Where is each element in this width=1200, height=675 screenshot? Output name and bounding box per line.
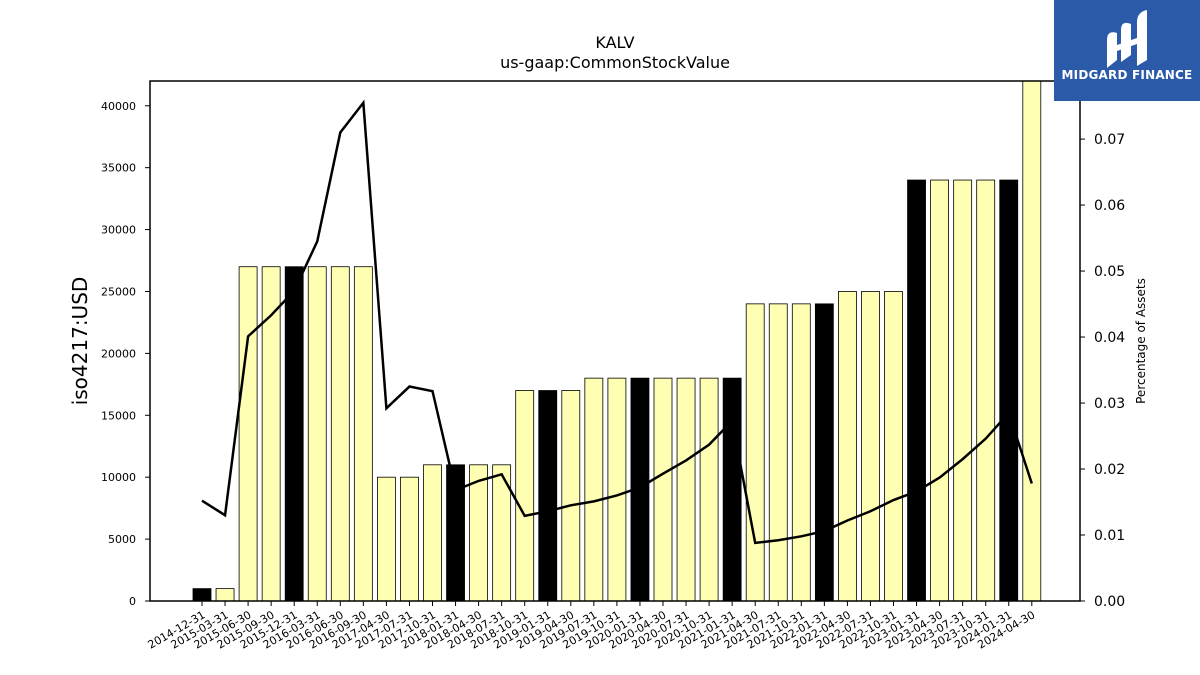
bar-2019-10-31 (607, 377, 627, 602)
midgard-logo-icon (1107, 10, 1147, 68)
left-tick-label: 40000 (101, 100, 136, 113)
left-tick-label: 35000 (101, 162, 136, 175)
right-axis-ticks: 0.00 0.01 0.02 0.03 0.04 0.05 0.06 0.07 (1080, 132, 1125, 610)
right-tick-label: 0.06 (1094, 198, 1125, 214)
right-tick-label: 0.01 (1094, 528, 1125, 544)
bar-2016-06-30 (330, 266, 350, 602)
left-tick-label: 5000 (108, 533, 136, 546)
bar-2017-04-30 (376, 476, 396, 602)
right-tick-label: 0.02 (1094, 462, 1125, 478)
bar-2018-04-30 (469, 464, 489, 602)
right-axis-label: Percentage of Assets (1134, 278, 1148, 404)
bar-2016-09-30 (353, 266, 373, 602)
bar-2022-01-31 (814, 303, 834, 602)
left-tick-label: 10000 (101, 471, 136, 484)
brand-logo: MIDGARD FINANCE (1054, 0, 1200, 101)
bar-2023-07-31 (953, 179, 973, 602)
x-axis-ticks: 2014-12-312015-03-312015-06-302015-09-30… (146, 601, 1037, 652)
bar-2021-04-30 (745, 303, 765, 602)
chart-subtitle: us-gaap:CommonStockValue (500, 53, 730, 72)
bar-2024-04-30 (1022, 80, 1042, 602)
left-axis-ticks: 0 5000 10000 15000 20000 25000 30000 35000 40000 (101, 100, 150, 608)
right-tick-label: 0.04 (1094, 330, 1125, 346)
bar-2019-07-31 (584, 377, 604, 602)
percentage-line (201, 99, 1033, 545)
chart-title: KALV (595, 33, 634, 52)
bar-group (192, 80, 1042, 602)
bar-2015-12-31 (284, 266, 304, 602)
bar-2023-01-31 (907, 179, 926, 602)
bar-2019-01-31 (538, 390, 558, 602)
left-tick-label: 15000 (101, 409, 136, 422)
bar-2020-10-31 (699, 377, 719, 602)
right-tick-label: 0.03 (1094, 396, 1125, 412)
bar-2017-10-31 (423, 464, 442, 602)
bar-2018-10-31 (515, 390, 535, 602)
bar-2021-07-31 (768, 303, 788, 602)
left-tick-label: 0 (129, 595, 136, 608)
bar-2022-04-30 (838, 291, 857, 602)
left-tick-label: 30000 (101, 224, 136, 237)
bar-2023-10-31 (976, 179, 996, 602)
bar-2021-10-31 (791, 303, 811, 602)
bar-2016-03-31 (307, 266, 327, 602)
left-tick-label: 20000 (101, 347, 136, 360)
bar-2015-03-31 (215, 588, 235, 602)
left-axis-label: iso4217:USD (68, 277, 92, 406)
bar-2021-01-31 (722, 377, 742, 602)
bar-2024-01-31 (999, 179, 1019, 602)
bar-2020-04-30 (653, 377, 673, 602)
bar-2022-10-31 (884, 291, 903, 602)
right-tick-label: 0.00 (1094, 594, 1125, 610)
right-tick-label: 0.07 (1094, 132, 1125, 148)
bar-2014-12-31 (192, 588, 212, 602)
bar-2023-04-30 (930, 179, 949, 602)
bar-2017-07-31 (400, 476, 419, 602)
bar-2020-07-31 (676, 377, 696, 602)
left-tick-label: 25000 (101, 285, 136, 298)
right-tick-label: 0.05 (1094, 264, 1125, 280)
line-group (201, 99, 1033, 545)
bar-2015-06-30 (238, 266, 258, 602)
bar-2019-04-30 (561, 390, 581, 602)
plot-frame (149, 80, 1081, 602)
bar-2022-07-31 (861, 291, 880, 602)
brand-name: MIDGARD FINANCE (1061, 68, 1193, 82)
